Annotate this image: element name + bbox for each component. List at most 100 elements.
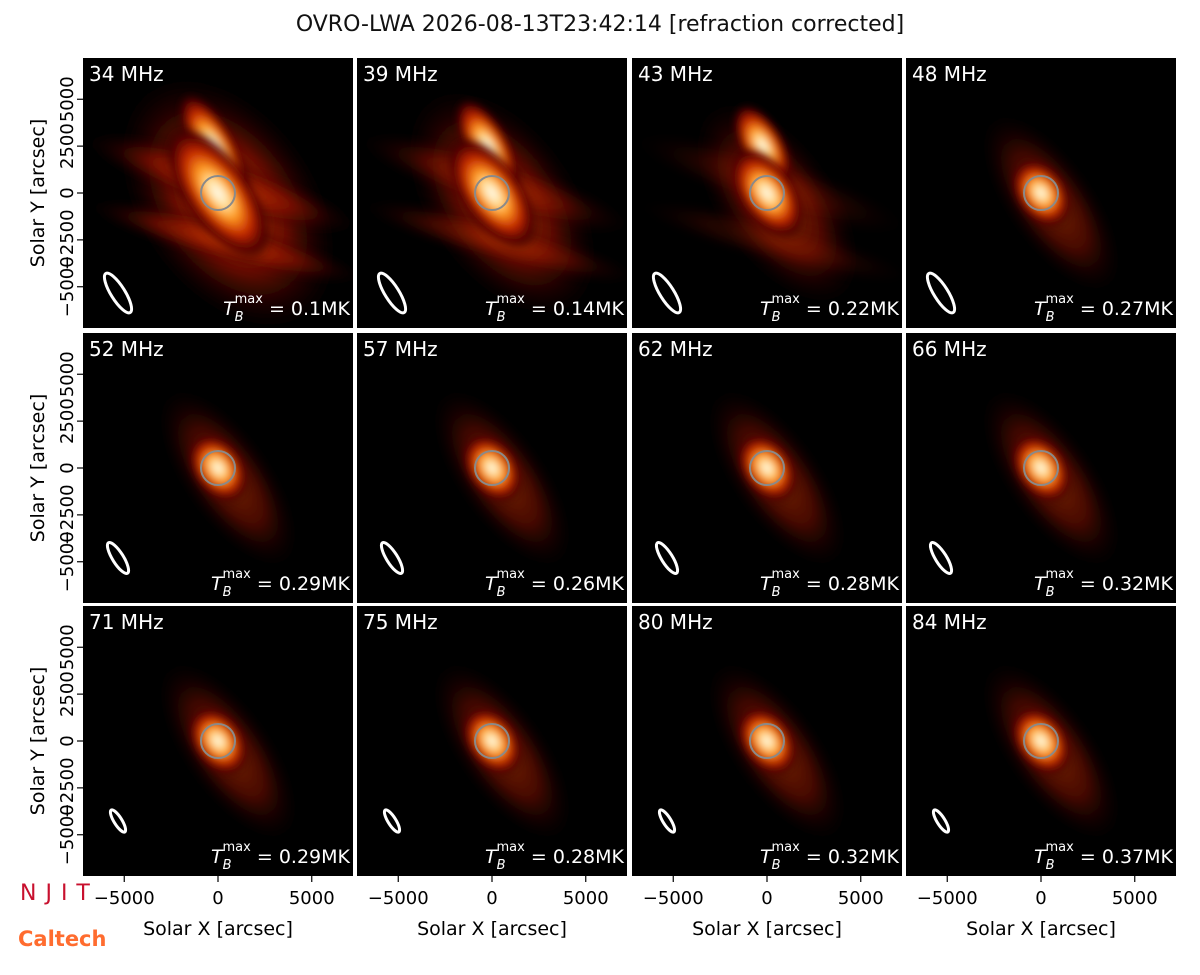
y-tick-label: 2500 — [57, 671, 78, 717]
beam — [651, 271, 683, 315]
y-tick-label: −5000 — [57, 256, 78, 317]
x-tick-label: 0 — [1035, 888, 1046, 909]
solar-disk — [749, 450, 785, 486]
solar-disk — [1023, 450, 1059, 486]
solar-disk — [474, 175, 510, 211]
x-tick-label: 5000 — [289, 888, 335, 909]
x-tick-label: 0 — [212, 888, 223, 909]
panel-title: 62 MHz — [638, 337, 713, 361]
panel-title: 80 MHz — [638, 610, 713, 634]
panel-title: 75 MHz — [363, 610, 438, 634]
tb-sup: max — [772, 292, 801, 307]
core — [736, 433, 798, 503]
tb-max-label: TBmax = 0.32MK — [1034, 567, 1174, 600]
panel — [357, 58, 627, 328]
panel — [906, 606, 1176, 876]
tb-eq: = — [251, 846, 279, 868]
core — [187, 433, 249, 503]
core — [165, 126, 271, 260]
tb-value: 0.29MK — [279, 573, 351, 595]
y-tick-label: 2500 — [57, 123, 78, 169]
tb-eq: = — [525, 573, 553, 595]
tb-value: 0.28MK — [828, 573, 900, 595]
solar-disk — [200, 175, 236, 211]
x-axis-label: Solar X [arcsec] — [143, 918, 293, 940]
tb-eq: = — [263, 298, 291, 320]
figure-title: OVRO-LWA 2026-08-13T23:42:14 [refraction… — [296, 12, 904, 37]
logo-caltech: Caltech — [18, 927, 106, 951]
core — [736, 706, 798, 776]
y-tick-label: 2500 — [57, 398, 78, 444]
panel-title: 71 MHz — [89, 610, 164, 634]
tb-value: 0.1MK — [291, 298, 351, 320]
panel — [357, 606, 627, 876]
y-tick-label: −2500 — [57, 209, 78, 270]
panel-title: 34 MHz — [89, 62, 164, 86]
tb-eq: = — [800, 846, 828, 868]
x-tick-label: 5000 — [1112, 888, 1158, 909]
tb-sup: max — [1046, 840, 1075, 855]
tb-max-label: TBmax = 0.27MK — [1034, 292, 1174, 325]
core — [461, 433, 523, 503]
tb-sub: B — [223, 585, 232, 600]
tb-eq: = — [525, 298, 553, 320]
panel — [83, 333, 353, 603]
panel-title: 52 MHz — [89, 337, 164, 361]
x-tick-label: 0 — [761, 888, 772, 909]
y-axis-label: Solar Y [arcsec] — [27, 394, 49, 542]
tb-symbol: T — [760, 298, 773, 320]
tb-sup: max — [1046, 292, 1075, 307]
core — [446, 137, 538, 249]
solar-disk — [749, 723, 785, 759]
panel-title: 57 MHz — [363, 337, 438, 361]
x-tick-label: −5000 — [917, 888, 978, 909]
panel — [632, 58, 902, 328]
tb-eq: = — [800, 573, 828, 595]
tb-symbol: T — [760, 573, 773, 595]
tb-value: 0.27MK — [1102, 298, 1174, 320]
tb-max-label: TBmax = 0.14MK — [485, 292, 625, 325]
panel-title: 48 MHz — [912, 62, 987, 86]
beam — [105, 541, 131, 575]
beam — [928, 541, 954, 575]
y-tick-label: 0 — [57, 187, 78, 198]
tb-symbol: T — [485, 573, 498, 595]
tb-sub: B — [497, 310, 506, 325]
tb-eq: = — [800, 298, 828, 320]
x-tick-label: −5000 — [643, 888, 704, 909]
tb-sup: max — [235, 292, 264, 307]
core — [461, 706, 523, 776]
tb-max-label: TBmax = 0.29MK — [211, 567, 351, 600]
solar-disk — [200, 723, 236, 759]
tb-value: 0.29MK — [279, 846, 351, 868]
x-tick-label: 5000 — [563, 888, 609, 909]
panel-title: 84 MHz — [912, 610, 987, 634]
tb-value: 0.37MK — [1102, 846, 1174, 868]
tb-sub: B — [223, 858, 232, 873]
solar-disk — [200, 450, 236, 486]
x-tick-label: −5000 — [368, 888, 429, 909]
x-axis-label: Solar X [arcsec] — [692, 918, 842, 940]
tb-sub: B — [772, 858, 781, 873]
beam — [376, 271, 408, 315]
solar-disk — [749, 175, 785, 211]
tb-sub: B — [1046, 858, 1055, 873]
panel-title: 39 MHz — [363, 62, 438, 86]
y-tick-label: 0 — [57, 735, 78, 746]
tb-value: 0.14MK — [553, 298, 625, 320]
beam — [379, 541, 405, 575]
beam — [931, 808, 951, 834]
y-axis-label: Solar Y [arcsec] — [27, 119, 49, 267]
y-tick-label: −2500 — [57, 757, 78, 818]
core — [187, 706, 249, 776]
solar-disk — [1023, 723, 1059, 759]
tb-symbol: T — [485, 298, 498, 320]
tb-sup: max — [497, 840, 526, 855]
panel — [83, 58, 353, 328]
tb-sup: max — [1046, 567, 1075, 582]
tb-value: 0.22MK — [828, 298, 900, 320]
tb-sup: max — [772, 567, 801, 582]
tb-sup: max — [772, 840, 801, 855]
tb-max-label: TBmax = 0.28MK — [485, 840, 625, 873]
y-axis-label: Solar Y [arcsec] — [27, 667, 49, 815]
